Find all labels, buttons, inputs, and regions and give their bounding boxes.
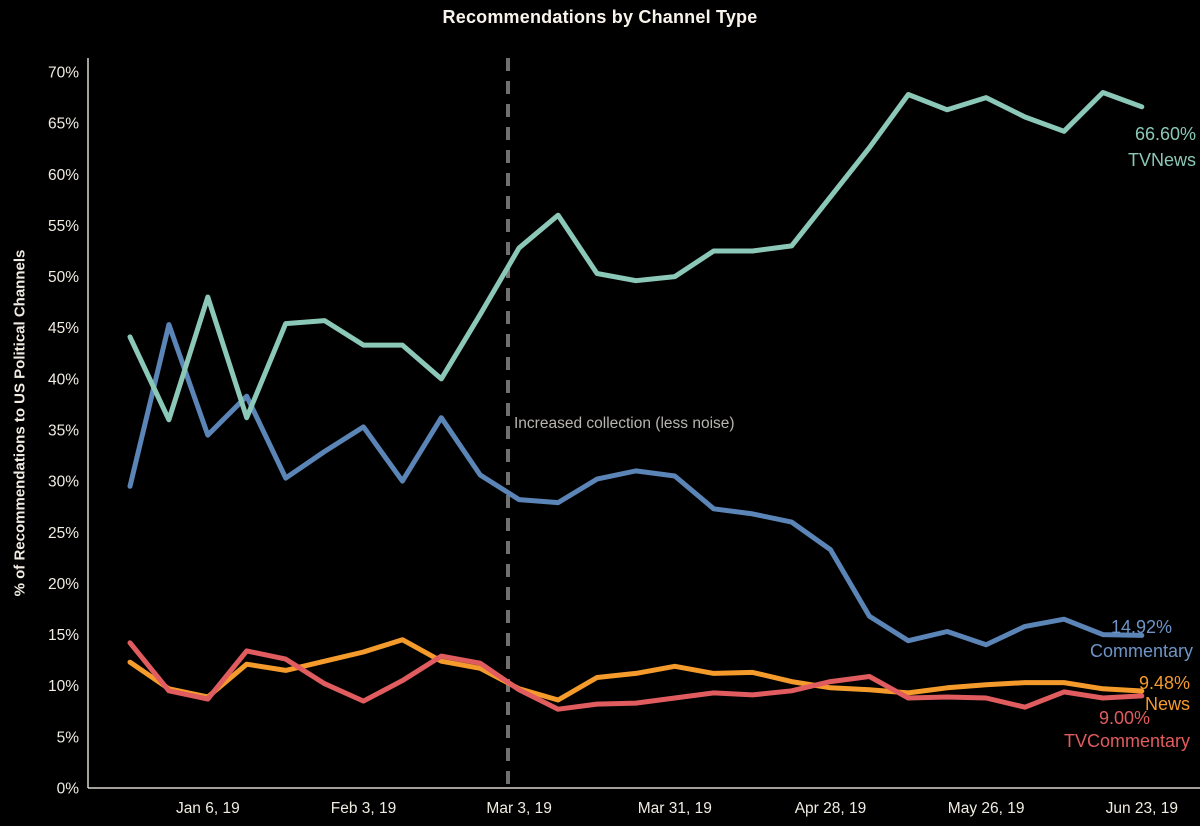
y-tick-label: 70% [48,64,79,81]
y-tick-label: 40% [48,371,79,388]
y-tick-label: 0% [57,781,80,798]
commentary-series-label: Commentary [1089,641,1193,661]
tvnews-series-label: TVNews [1127,150,1196,170]
line-tvcommentary[interactable] [127,640,1145,712]
y-tick-label: 45% [48,320,79,337]
commentary-end-value: 14.92% [1110,617,1172,637]
y-tick-label: 50% [48,269,79,286]
y-tick-label: 20% [48,576,79,593]
news-series-label: News [1144,694,1190,714]
x-tick-label: Feb 3, 19 [331,800,397,817]
tvnews-end-value: 66.60% [1134,124,1196,144]
chart-title: Recommendations by Channel Type [442,7,758,27]
y-tick-label: 15% [48,627,79,644]
x-tick-label: May 26, 19 [948,800,1025,817]
line-news[interactable] [127,637,1145,703]
line-tvnews[interactable] [127,90,1145,423]
x-tick-label: Jan 6, 19 [176,800,240,817]
y-tick-label: 65% [48,116,79,133]
x-tick-label: Jun 23, 19 [1106,800,1178,817]
y-tick-label: 30% [48,474,79,491]
y-tick-label: 35% [48,422,79,439]
y-tick-label: 25% [48,525,79,542]
y-tick-label: 55% [48,218,79,235]
line-commentary[interactable] [127,322,1145,648]
news-end-value: 9.48% [1138,673,1190,693]
y-tick-label: 5% [57,729,80,746]
y-tick-label: 10% [48,678,79,695]
tvcommentary-end-value: 9.00% [1098,708,1150,728]
y-tick-label: 60% [48,167,79,184]
tvcommentary-series-label: TVCommentary [1063,731,1190,751]
x-tick-label: Mar 3, 19 [486,800,551,817]
x-tick-label: Mar 31, 19 [638,800,712,817]
x-tick-label: Apr 28, 19 [795,800,867,817]
reference-line-annotation: Increased collection (less noise) [514,415,735,432]
